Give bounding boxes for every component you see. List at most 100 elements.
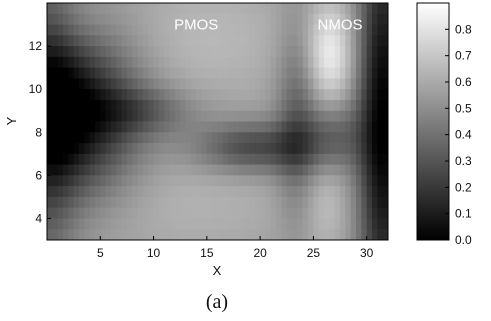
heatmap-cell bbox=[78, 35, 85, 47]
heatmap-cell bbox=[201, 78, 208, 90]
heatmap-cell bbox=[201, 13, 208, 26]
heatmap-cell bbox=[132, 121, 139, 133]
heatmap-cell bbox=[206, 132, 213, 144]
heatmap-cell bbox=[292, 89, 299, 101]
heatmap-cell bbox=[217, 35, 224, 47]
heatmap-cell bbox=[185, 56, 192, 69]
heatmap-cell bbox=[260, 78, 267, 90]
heatmap-cell bbox=[361, 218, 368, 230]
heatmap-cell bbox=[372, 121, 378, 133]
heatmap-cell bbox=[233, 207, 240, 220]
heatmap-cell bbox=[340, 153, 346, 166]
heatmap-cell bbox=[164, 175, 171, 187]
heatmap-cell bbox=[244, 207, 251, 220]
heatmap-cell bbox=[84, 89, 91, 101]
x-tick-label: 5 bbox=[97, 246, 104, 260]
heatmap-cell bbox=[158, 78, 165, 90]
heatmap-cell bbox=[308, 13, 315, 26]
heatmap-cell bbox=[281, 24, 288, 36]
heatmap-cell bbox=[190, 196, 197, 209]
heatmap-cell bbox=[190, 67, 197, 80]
heatmap-cell bbox=[137, 196, 144, 209]
heatmap-cell bbox=[382, 99, 388, 112]
heatmap-cell bbox=[94, 89, 101, 101]
heatmap-cell bbox=[153, 35, 160, 47]
heatmap-cell bbox=[276, 35, 283, 47]
heatmap-cell bbox=[356, 164, 362, 176]
heatmap-cell bbox=[297, 121, 304, 133]
heatmap-cell bbox=[286, 218, 293, 230]
heatmap-cell bbox=[281, 175, 288, 187]
heatmap-cell bbox=[62, 56, 69, 69]
heatmap-cell bbox=[94, 13, 101, 26]
heatmap-cell bbox=[62, 46, 69, 58]
heatmap-cell bbox=[366, 175, 373, 187]
heatmap-cell bbox=[47, 121, 53, 133]
heatmap-cell bbox=[372, 175, 378, 187]
heatmap-cell bbox=[116, 110, 123, 123]
heatmap-cell bbox=[185, 13, 192, 26]
heatmap-cell bbox=[89, 218, 96, 230]
heatmap-cell bbox=[68, 218, 75, 230]
heatmap-cell bbox=[324, 229, 330, 240]
heatmap-cell bbox=[361, 13, 368, 26]
heatmap-cell bbox=[233, 218, 240, 230]
heatmap-cell bbox=[276, 3, 283, 15]
heatmap-cell bbox=[121, 78, 128, 90]
heatmap-cell bbox=[313, 3, 320, 15]
heatmap-cell bbox=[286, 46, 293, 58]
heatmap-cell bbox=[196, 207, 203, 220]
heatmap-cell bbox=[180, 89, 187, 101]
heatmap-cell bbox=[228, 186, 235, 198]
heatmap-cell bbox=[47, 3, 53, 15]
heatmap-cell bbox=[318, 3, 325, 15]
heatmap-cell bbox=[100, 132, 107, 144]
heatmap-cell bbox=[308, 175, 315, 187]
heatmap-cell bbox=[318, 89, 325, 101]
heatmap-cell bbox=[180, 164, 187, 176]
heatmap-cell bbox=[222, 46, 229, 58]
heatmap-cell bbox=[302, 35, 309, 47]
heatmap-cell bbox=[372, 35, 378, 47]
heatmap-cell bbox=[105, 99, 112, 112]
y-axis-label: Y bbox=[4, 116, 19, 125]
heatmap-cell bbox=[132, 132, 139, 144]
heatmap-cell bbox=[148, 143, 155, 155]
heatmap-cell bbox=[78, 3, 85, 15]
heatmap-cell bbox=[377, 35, 384, 47]
heatmap-cell bbox=[185, 175, 192, 187]
heatmap-cell bbox=[276, 175, 283, 187]
heatmap-cell bbox=[196, 99, 203, 112]
heatmap-cell bbox=[318, 56, 325, 69]
heatmap-cell bbox=[126, 132, 133, 144]
heatmap-cell bbox=[270, 143, 277, 155]
heatmap-cell bbox=[292, 143, 299, 155]
heatmap-cell bbox=[345, 35, 352, 47]
heatmap-cell bbox=[382, 143, 388, 155]
heatmap-cell bbox=[260, 110, 267, 123]
heatmap-cell bbox=[132, 35, 139, 47]
heatmap-plot-area bbox=[46, 2, 389, 241]
heatmap-cell bbox=[297, 46, 304, 58]
heatmap-cell bbox=[233, 13, 240, 26]
heatmap-cell bbox=[244, 164, 251, 176]
heatmap-cell bbox=[281, 121, 288, 133]
heatmap-cell bbox=[57, 229, 64, 240]
heatmap-cell bbox=[190, 229, 197, 240]
heatmap-cell bbox=[57, 46, 64, 58]
heatmap-cell bbox=[308, 218, 315, 230]
heatmap-cell bbox=[297, 24, 304, 36]
heatmap-cell bbox=[345, 99, 352, 112]
heatmap-cell bbox=[190, 218, 197, 230]
heatmap-cell bbox=[169, 207, 176, 220]
heatmap-cell bbox=[260, 99, 267, 112]
heatmap-cell bbox=[276, 110, 283, 123]
heatmap-cell bbox=[47, 67, 53, 80]
heatmap-cell bbox=[356, 186, 362, 198]
heatmap-cell bbox=[110, 186, 117, 198]
heatmap-cell bbox=[340, 35, 346, 47]
heatmap-cell bbox=[276, 164, 283, 176]
heatmap-cell bbox=[68, 153, 75, 166]
heatmap-cell bbox=[334, 186, 341, 198]
heatmap-cell bbox=[68, 13, 75, 26]
